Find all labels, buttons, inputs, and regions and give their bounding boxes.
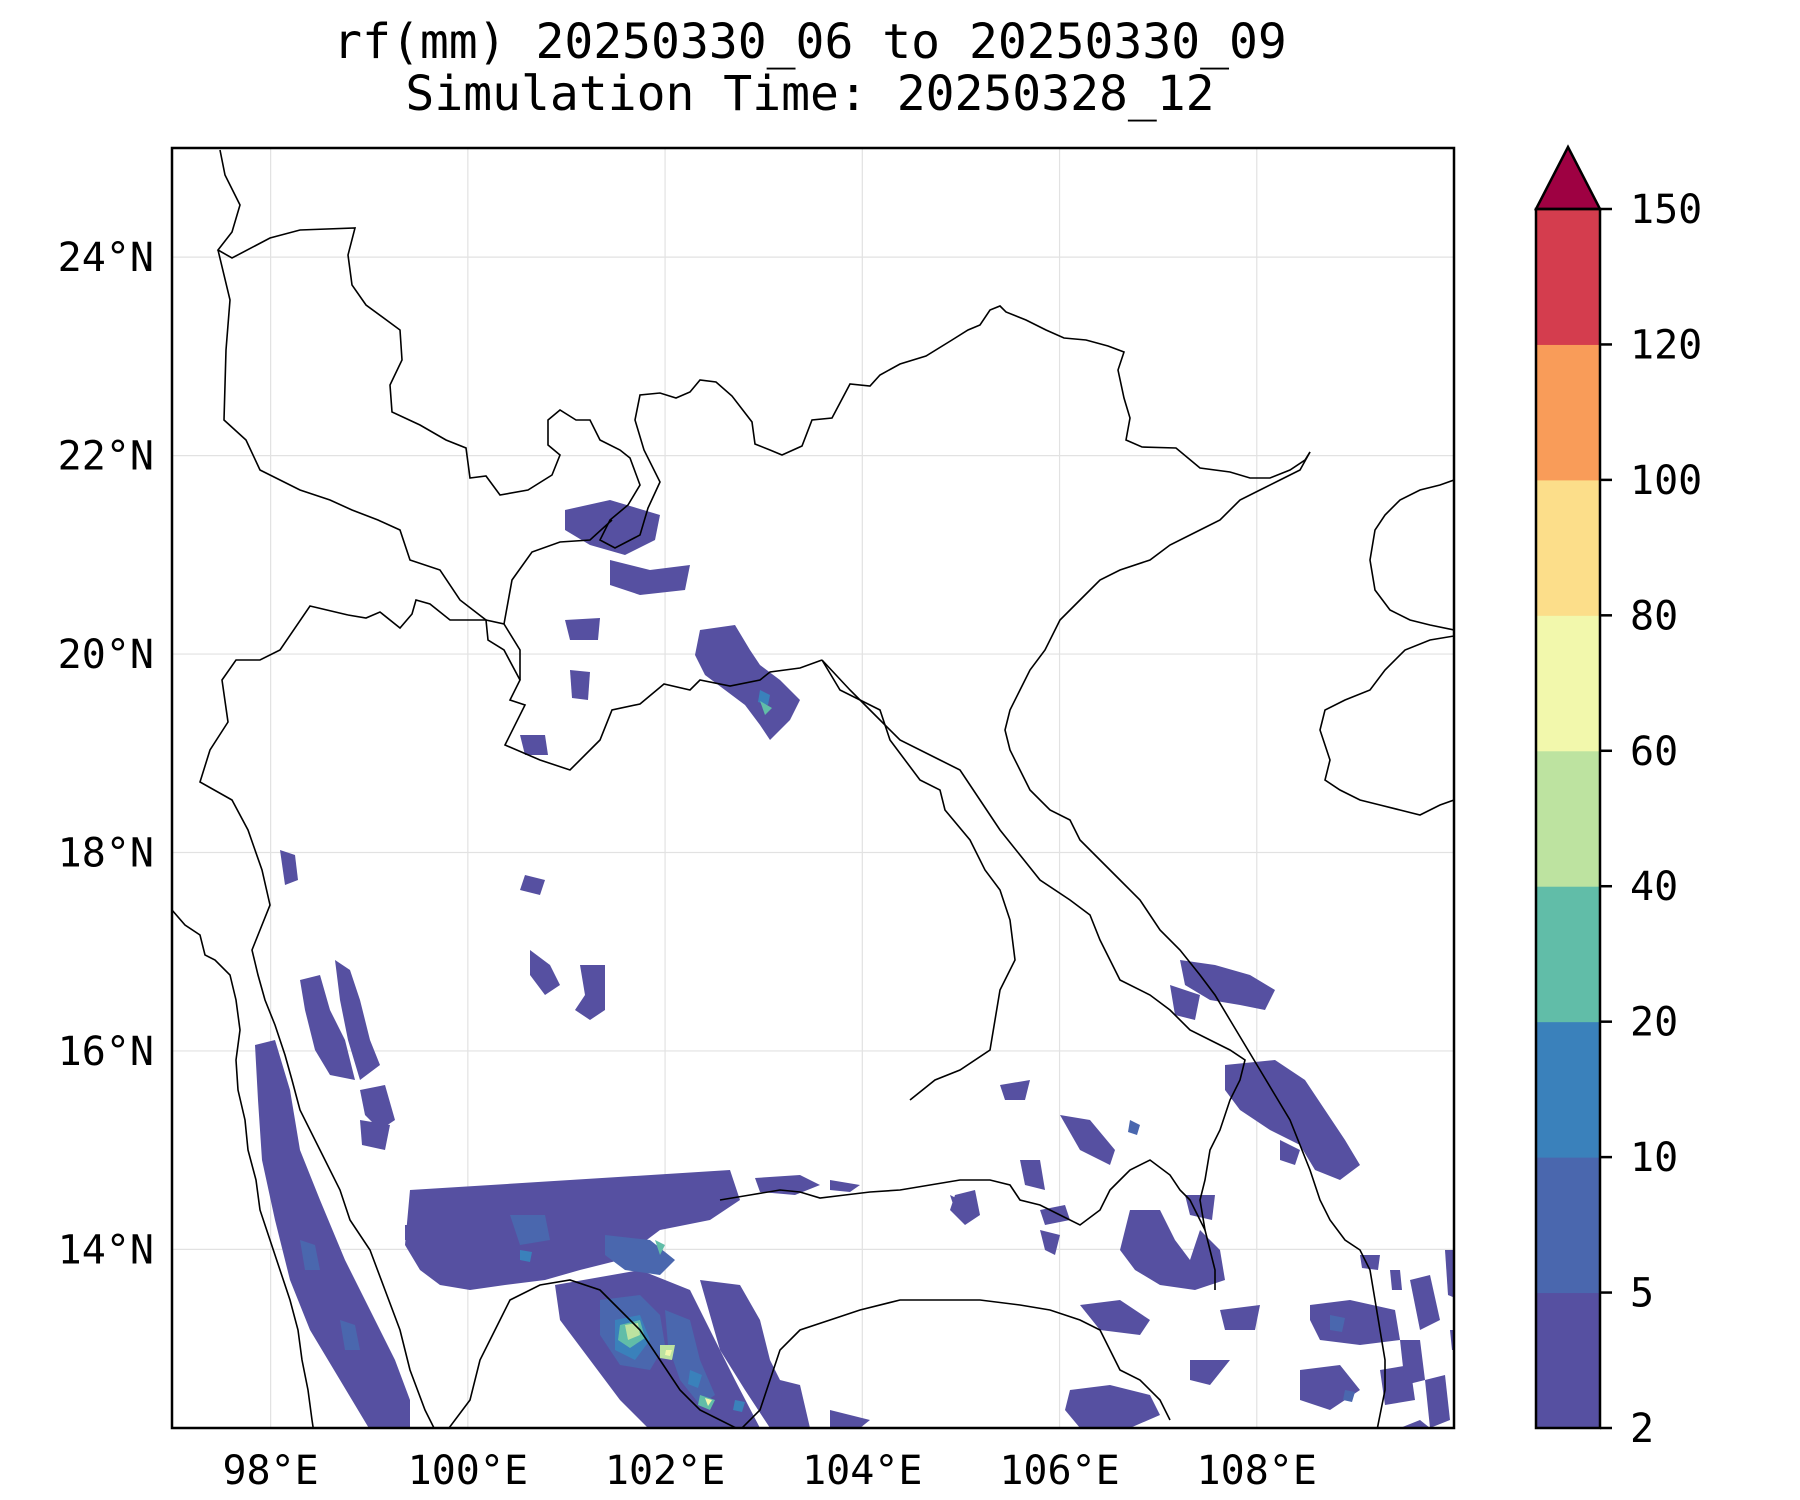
rainfall-5mm-areas <box>300 1120 1355 1405</box>
colorbar-tick-label: 150 <box>1630 187 1702 233</box>
map-gridlines <box>172 148 1454 1428</box>
coast-gulf-thailand <box>448 1279 738 1428</box>
coast-china-south <box>1369 479 1454 631</box>
border-cambodia-south <box>740 1299 1171 1428</box>
map-title-line-1: rf(mm) 20250330_06 to 20250330_09 <box>333 14 1287 70</box>
colorbar-tick-label: 10 <box>1630 1135 1678 1181</box>
border-myanmar-thailand <box>347 599 823 771</box>
border-laos-north <box>503 519 613 625</box>
border-laos-thailand <box>821 659 1016 1101</box>
colorbar-segment <box>1536 1157 1600 1294</box>
border-myanmar-west <box>172 909 315 1428</box>
lat-tick-label: 14°N <box>58 1227 154 1273</box>
lon-tick-label: 100°E <box>408 1448 528 1494</box>
border-cambodia <box>719 1159 1206 1231</box>
colorbar-tick-label: 120 <box>1630 322 1702 368</box>
colorbar: 2 5 10 20 40 60 80 100 120 150 <box>1533 144 1702 1452</box>
colorbar-tick-label: 100 <box>1630 458 1702 504</box>
colorbar-segment <box>1536 1292 1600 1429</box>
lat-tick-label: 16°N <box>58 1029 154 1075</box>
lon-tick-label: 108°E <box>1197 1448 1317 1494</box>
colorbar-segment <box>1536 615 1600 752</box>
colorbar-tick-label: 20 <box>1630 1000 1678 1046</box>
colorbar-segment <box>1536 209 1600 345</box>
map-frame <box>170 146 1456 1430</box>
colorbar-tick-label: 80 <box>1630 593 1678 639</box>
colorbar-frame <box>1534 207 1602 1430</box>
colorbar-segment <box>1536 886 1600 1023</box>
rainfall-contours <box>255 500 1454 1428</box>
lon-tick-label: 104°E <box>802 1448 922 1494</box>
coast-vietnam <box>1004 451 1386 1428</box>
colorbar-tick-label: 2 <box>1630 1406 1654 1452</box>
lat-tick-label: 24°N <box>58 235 154 281</box>
rainfall-60mm-areas <box>665 1350 712 1406</box>
colorbar-tick-label: 5 <box>1630 1271 1654 1317</box>
colorbar-tick-label: 40 <box>1630 864 1678 910</box>
colorbar-segment <box>1536 479 1600 616</box>
colorbar-segment <box>1536 344 1600 481</box>
lon-tick-label: 106°E <box>999 1448 1119 1494</box>
lat-tick-label: 20°N <box>58 632 154 678</box>
map-title-line-2: Simulation Time: 20250328_12 <box>405 66 1215 122</box>
colorbar-segment <box>1536 1021 1600 1158</box>
border-thai-west <box>199 605 435 1428</box>
lon-tick-label: 98°E <box>222 1448 318 1494</box>
colorbar-tick-label: 60 <box>1630 729 1678 775</box>
rainfall-2mm-areas <box>255 500 1454 1428</box>
coast-hainan <box>1319 635 1454 816</box>
border-china-north <box>216 149 1311 549</box>
lat-tick-label: 18°N <box>58 830 154 876</box>
axis-ticks: 98°E 100°E 102°E 104°E 106°E 108°E 24°N 22°N 20°… <box>58 235 1317 1494</box>
border-laos-vietnam <box>821 659 1246 1290</box>
lat-tick-label: 22°N <box>58 434 154 480</box>
colorbar-extend-arrow <box>1533 144 1603 211</box>
coastlines-and-borders <box>172 149 1454 1428</box>
colorbar-segment <box>1536 750 1600 887</box>
lon-tick-label: 102°E <box>605 1448 725 1494</box>
border-myanmar-china <box>217 249 521 680</box>
